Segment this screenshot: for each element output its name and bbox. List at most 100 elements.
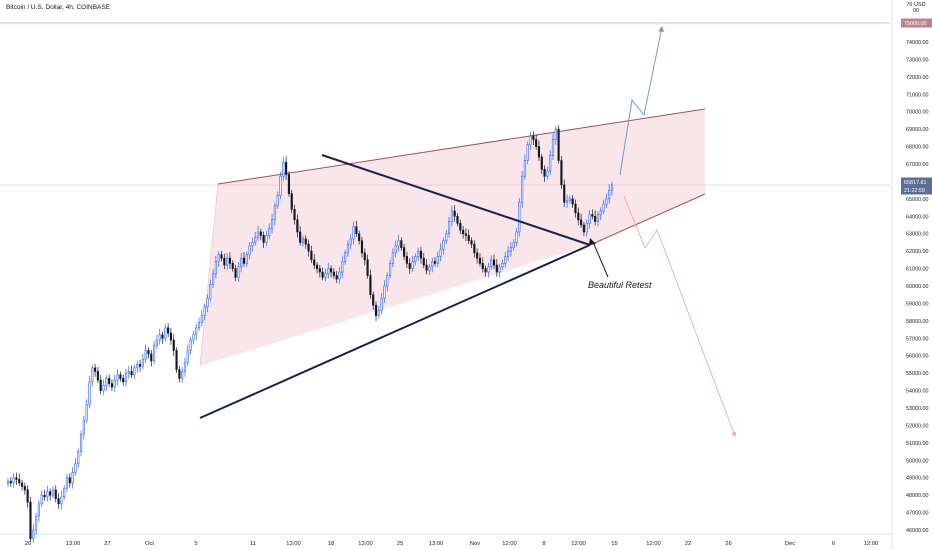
candle-up	[417, 250, 420, 257]
candle-up	[153, 344, 156, 362]
candle-up	[551, 139, 555, 156]
x-tick-label: 12:00	[864, 541, 879, 547]
candle-up	[136, 364, 139, 369]
rising-wedge-drawing[interactable]	[199, 108, 706, 367]
bearish-projection-arrow[interactable]	[623, 195, 736, 437]
price-axis-unit-label: 76 USD 00	[906, 2, 926, 14]
grid-layer	[0, 0, 893, 550]
candle-up	[411, 261, 414, 269]
y-tick-label: 74000.00	[906, 40, 928, 46]
y-tick-label: 47000.00	[906, 511, 928, 517]
candle-down	[228, 257, 232, 264]
candle-up	[141, 358, 144, 367]
candle-down	[99, 379, 102, 391]
candle-down	[495, 264, 498, 273]
candle-down	[161, 334, 164, 339]
candle-down	[473, 243, 476, 254]
trendline-drawings[interactable]	[199, 25, 736, 437]
wedge-upper-line[interactable]	[217, 108, 706, 185]
wedge-lower-line[interactable]	[589, 193, 706, 246]
candle-up	[192, 334, 195, 341]
price-axis[interactable]: 46000.00 47000.00 48000.00 49000.00 50000.00…	[901, 18, 932, 535]
bullish-projection-arrow[interactable]	[619, 25, 664, 176]
candle-down	[231, 263, 234, 269]
x-tick-label: 13:00	[358, 541, 373, 547]
candle-up	[279, 175, 282, 196]
candle-up	[450, 210, 453, 222]
candle-down	[220, 254, 223, 259]
candle-down	[464, 233, 467, 236]
candle-down	[130, 371, 133, 376]
candle-down	[366, 259, 369, 276]
y-tick-label: 69000.00	[906, 127, 928, 133]
candle-up	[338, 271, 341, 280]
candle-up	[585, 222, 588, 233]
candle-down	[425, 264, 428, 271]
candle-up	[602, 203, 605, 212]
candle-up	[237, 266, 240, 278]
candle-down	[68, 477, 71, 484]
last-price-tag[interactable]	[901, 177, 932, 187]
candle-down	[537, 146, 541, 158]
candle-down	[400, 240, 403, 248]
triangle-support-line[interactable]	[199, 244, 591, 419]
x-tick-label: 12:00	[571, 541, 586, 547]
candle-down	[318, 268, 321, 273]
x-tick-label: 5	[194, 541, 197, 547]
candle-down	[358, 233, 361, 241]
x-tick-label: 13:00	[286, 541, 301, 547]
y-tick-label: 49000.00	[906, 476, 928, 482]
candle-down	[563, 184, 566, 203]
candle-up	[509, 247, 512, 252]
candle-down	[304, 238, 307, 245]
candle-up	[82, 419, 85, 435]
candle-up	[265, 235, 268, 243]
candle-up	[447, 221, 451, 235]
candle-up	[217, 254, 220, 262]
candle-up	[195, 327, 198, 336]
candle-up	[431, 261, 434, 268]
triangle-resistance-line[interactable]	[321, 154, 591, 246]
countdown-tag-text: 21:22:59	[904, 188, 925, 194]
candle-up	[349, 238, 352, 245]
candle-up	[512, 242, 515, 248]
candle-down	[462, 229, 465, 235]
candle-down	[18, 479, 21, 484]
candle-up	[40, 494, 43, 505]
y-tick-label: 70000.00	[906, 110, 928, 116]
y-tick-label: 50000.00	[906, 458, 928, 464]
candle-down	[355, 226, 358, 235]
candle-up	[181, 371, 184, 379]
time-axis[interactable]: 20 13:00 27 Oct 5 11 13:00 18 13:00 25 13:00 Nov 12:…	[25, 541, 878, 547]
annotation-beautiful-retest: Beautiful Retest	[588, 280, 652, 290]
y-tick-label: 60000.00	[906, 284, 928, 290]
y-tick-label: 52000.00	[906, 423, 928, 429]
candle-up	[568, 198, 571, 201]
countdown-tag[interactable]	[901, 185, 932, 195]
candle-down	[287, 174, 291, 194]
y-tick-label: 63000.00	[906, 232, 928, 238]
candle-down	[369, 275, 372, 296]
candle-up	[51, 489, 55, 496]
candle-up	[256, 231, 260, 238]
candle-up	[397, 240, 400, 247]
y-tick-label: 54000.00	[906, 389, 928, 395]
y-tick-label: 55000.00	[906, 371, 928, 377]
candle-down	[433, 261, 437, 264]
x-tick-label: 26	[725, 541, 731, 547]
candle-up	[206, 297, 209, 308]
candle-up	[439, 249, 442, 257]
candle-up	[60, 496, 63, 505]
candle-down	[234, 268, 237, 278]
wedge-left-edge	[199, 183, 219, 367]
candle-down	[476, 252, 479, 259]
x-tick-label: 25	[397, 541, 403, 547]
candles-layer	[6, 125, 614, 543]
x-tick-label: Oct	[145, 541, 154, 547]
target-price-tag[interactable]	[901, 18, 932, 28]
candle-down	[9, 480, 12, 484]
candle-up	[79, 433, 83, 452]
x-tick-label: Nov	[470, 541, 480, 547]
candle-up	[226, 257, 229, 266]
